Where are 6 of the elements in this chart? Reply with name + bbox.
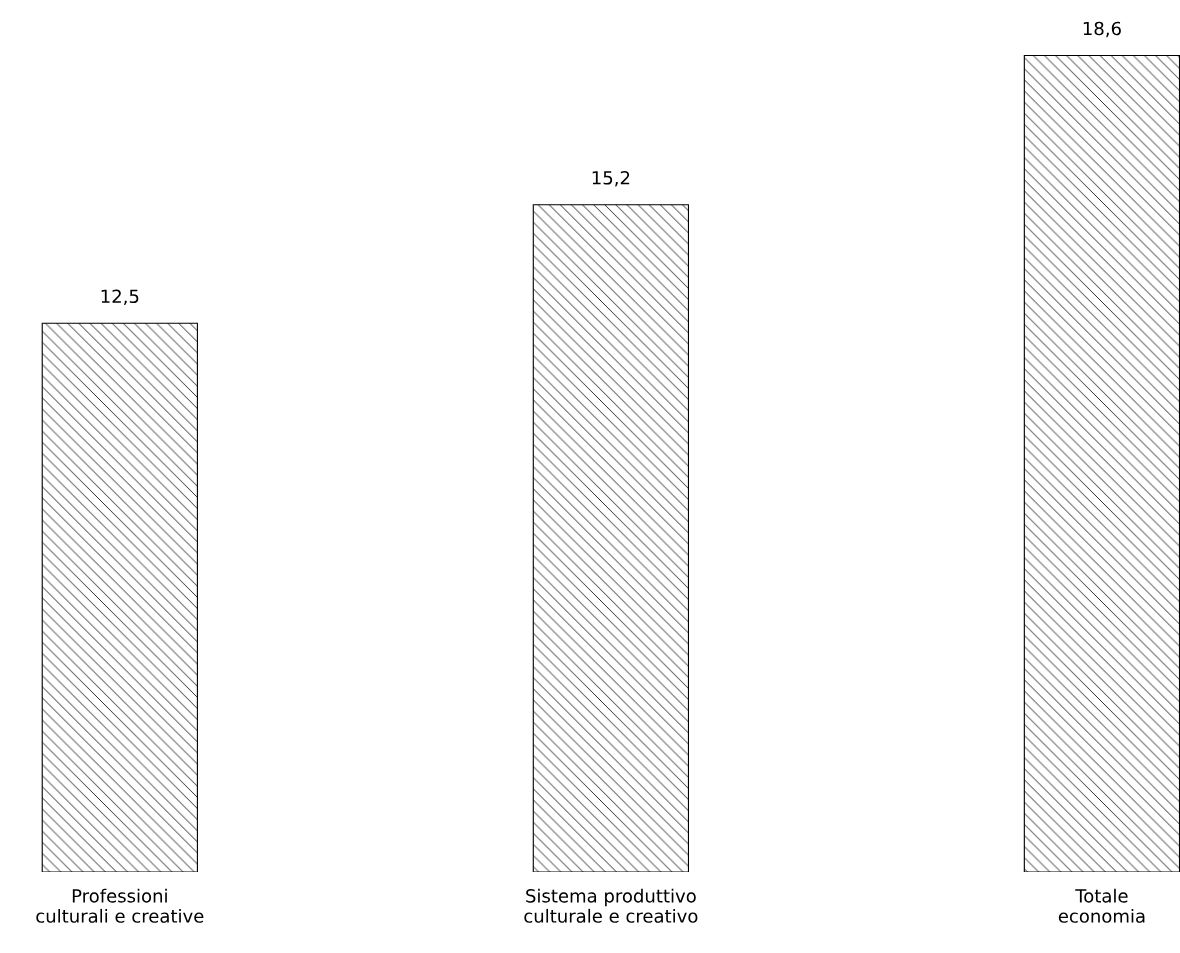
data-label: 18,6 (1083, 21, 1121, 38)
data-label: 15,2 (592, 170, 630, 187)
x-tick-label: Totale economia (1058, 888, 1145, 923)
data-label: 12,5 (101, 289, 139, 305)
x-tick-label: Sistema produttivo culturale e creativo (524, 888, 698, 923)
x-tick-label: Professioni culturali e creative (36, 888, 204, 923)
